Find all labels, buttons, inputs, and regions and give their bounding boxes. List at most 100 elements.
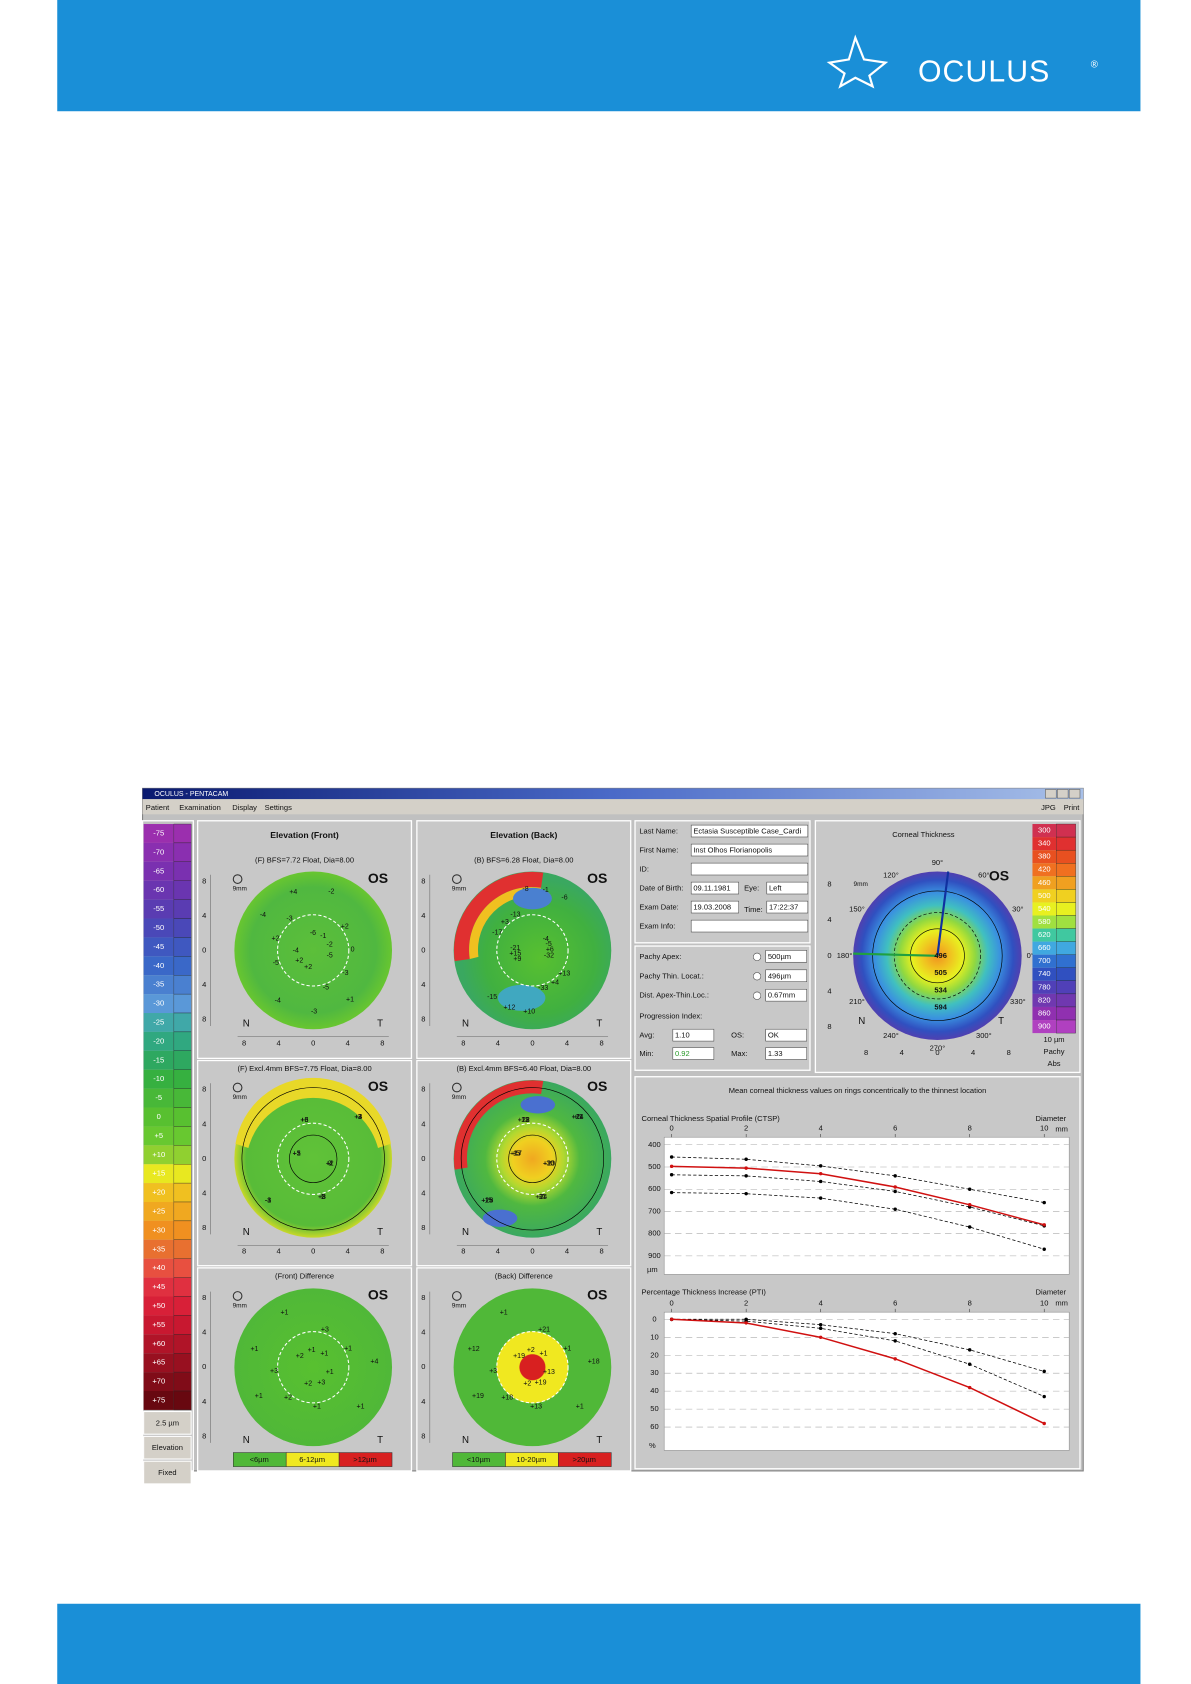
menu-item[interactable]: Examination xyxy=(179,803,221,812)
scale-button[interactable] xyxy=(143,1435,192,1460)
logo-icon xyxy=(826,34,889,89)
scale-tick xyxy=(173,1220,192,1240)
map-value: +2 xyxy=(304,964,312,971)
scale-label: -65 xyxy=(153,866,164,875)
data-point xyxy=(893,1357,897,1361)
field-box xyxy=(765,969,808,982)
scale-label: +35 xyxy=(152,1244,165,1253)
ring xyxy=(277,1122,350,1195)
data-point xyxy=(1042,1223,1046,1227)
scale-label: +60 xyxy=(152,1339,165,1348)
map-value: +3 xyxy=(501,919,509,926)
scale-label: +30 xyxy=(152,1225,165,1234)
field-box xyxy=(672,1028,715,1042)
map-value: -8 xyxy=(265,1197,271,1204)
zoom-icon[interactable] xyxy=(451,1291,462,1301)
data-point xyxy=(1042,1421,1046,1426)
scale-label: 740 xyxy=(1038,969,1051,978)
map-y-tick: 4 xyxy=(202,1328,206,1337)
y-tick-label: 400 xyxy=(648,1140,661,1149)
map-x-tick: 8 xyxy=(461,1038,465,1047)
scale-swatch xyxy=(143,824,174,843)
map-value: -3 xyxy=(342,970,348,977)
scale-label: -50 xyxy=(153,923,164,932)
map-value: +1 xyxy=(357,1403,365,1410)
zoom-icon[interactable] xyxy=(232,1082,243,1093)
scale-tick xyxy=(1056,954,1076,968)
y-tick-label: 500 xyxy=(648,1162,661,1171)
zoom-icon[interactable] xyxy=(451,1082,462,1093)
scale-tick xyxy=(1056,1019,1076,1034)
ring xyxy=(496,914,569,987)
menu-item[interactable]: Print xyxy=(1064,803,1080,812)
temporal-label: T xyxy=(377,1227,383,1238)
data-point xyxy=(744,1321,748,1325)
meridian xyxy=(936,871,950,956)
map-value: +21 xyxy=(572,1114,584,1121)
content: Patient Examination Display Settings JPG Prin… xyxy=(141,789,1084,1485)
y-tick-label: 800 xyxy=(648,1229,661,1238)
map-value: +24 xyxy=(535,1194,547,1201)
scale-swatch xyxy=(143,1315,174,1335)
data-point xyxy=(967,1187,972,1191)
scale-footer: 10 µm xyxy=(1043,1035,1064,1044)
data-point xyxy=(669,1173,674,1177)
scale-button[interactable] xyxy=(143,1460,192,1485)
scale-button[interactable] xyxy=(143,1410,192,1435)
graphs-title: Mean corneal thickness values on rings c… xyxy=(729,1086,987,1095)
scale-swatch xyxy=(1032,1020,1057,1034)
map-value: -21 xyxy=(510,945,520,952)
scale-swatch xyxy=(1032,837,1057,851)
zoom-icon[interactable] xyxy=(451,874,462,884)
y-tick-label: 20 xyxy=(650,1350,658,1359)
chart-title: Percentage Thickness Increase (PTI) xyxy=(642,1288,767,1297)
window-button[interactable] xyxy=(1068,789,1081,799)
map-value: -1 xyxy=(543,887,549,894)
angle-label: 330° xyxy=(1010,997,1026,1006)
series-line xyxy=(671,1318,1045,1397)
pachy-icon xyxy=(753,972,762,981)
series-line xyxy=(671,1192,1045,1250)
scale-tick xyxy=(173,956,192,976)
scale-tick xyxy=(1056,941,1076,955)
menu-item[interactable]: Display xyxy=(232,803,257,812)
menu-item[interactable]: Patient xyxy=(146,803,170,812)
thickness-value: 534 xyxy=(934,985,947,994)
logo-text: OCULUS xyxy=(918,55,1050,88)
map-value: +3 xyxy=(317,1379,325,1386)
scale-label: 660 xyxy=(1038,943,1051,952)
zoom-icon[interactable] xyxy=(232,874,243,884)
map-value: +13 xyxy=(558,970,570,977)
map-y-tick: 4 xyxy=(202,1188,206,1197)
scale-tick xyxy=(173,1201,192,1222)
scale-label: +15 xyxy=(152,1169,165,1178)
window-button[interactable] xyxy=(1045,789,1057,799)
eye-label: OS xyxy=(587,1287,607,1303)
map-x-tick: 0 xyxy=(530,1247,534,1256)
map-value: +4 xyxy=(551,980,559,987)
scale-label: 860 xyxy=(1038,1008,1051,1017)
data-point xyxy=(967,1203,972,1207)
scale-label: 340 xyxy=(1038,839,1051,848)
menu-bar xyxy=(142,799,1084,815)
scale-swatch xyxy=(143,1334,174,1354)
map-value: +1 xyxy=(308,1347,316,1354)
scale-swatch xyxy=(143,1353,174,1373)
map-disc xyxy=(453,1079,612,1238)
meridian xyxy=(853,952,938,957)
y-tick-label: 30 xyxy=(650,1368,658,1377)
menu-item[interactable]: Settings xyxy=(265,803,292,812)
zoom-icon[interactable] xyxy=(232,1291,243,1301)
data-point xyxy=(893,1189,897,1194)
scale-tick xyxy=(173,1277,192,1297)
map-x-tick: 4 xyxy=(496,1038,500,1047)
scale-tick xyxy=(173,1258,192,1278)
map-value: +1 xyxy=(293,1151,301,1158)
map-value: -17 xyxy=(492,930,502,937)
eye-label: OS xyxy=(368,1287,388,1303)
eye-label: OS xyxy=(368,1078,388,1094)
temporal-label: T xyxy=(596,1018,602,1029)
menu-item[interactable]: JPG xyxy=(1041,803,1056,812)
window-button[interactable] xyxy=(1057,789,1069,799)
x-unit: mm xyxy=(1055,1299,1068,1308)
